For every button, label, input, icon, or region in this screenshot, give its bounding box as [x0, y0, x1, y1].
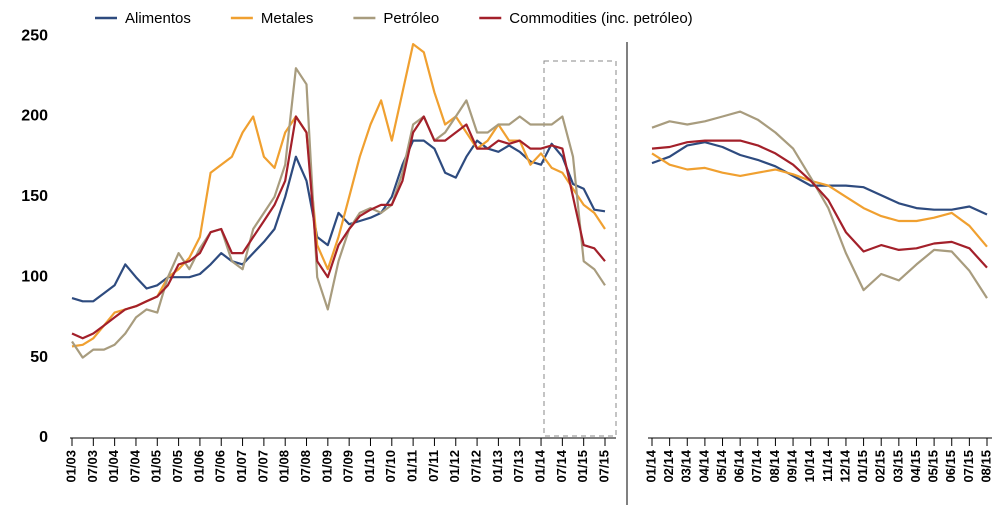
legend-label: Commodities (inc. petróleo)	[509, 10, 692, 27]
x-tick-label: 07/12	[469, 450, 484, 483]
x-tick-label: 07/07	[255, 450, 270, 483]
x-tick-label: 01/05	[149, 450, 164, 483]
x-tick-label: 07/14	[554, 449, 569, 482]
x-tick-label: 09/14	[784, 449, 799, 482]
x-tick-label: 01/15	[855, 450, 870, 483]
x-tick-label: 06/14	[732, 449, 747, 482]
series-line	[651, 152, 988, 248]
x-tick-label: 01/11	[405, 450, 420, 482]
x-tick-label: 02/15	[873, 450, 888, 483]
x-tick-label: 01/10	[362, 450, 377, 483]
x-tick-label: 05/14	[714, 449, 729, 482]
y-tick-label: 0	[39, 429, 48, 446]
x-tick-label: 07/14	[749, 449, 764, 482]
x-tick-label: 11/14	[820, 449, 835, 482]
x-tick-label: 12/14	[837, 449, 852, 482]
series-line	[651, 139, 988, 269]
x-tick-label: 07/08	[298, 450, 313, 483]
x-tick-label: 05/15	[926, 450, 941, 483]
x-tick-label: 01/06	[191, 450, 206, 483]
y-tick-label: 150	[21, 188, 48, 205]
x-tick-label: 01/15	[575, 450, 590, 483]
x-tick-label: 07/15	[596, 450, 611, 483]
x-tick-label: 01/08	[277, 450, 292, 483]
legend-label: Petróleo	[383, 10, 439, 27]
y-tick-label: 100	[21, 268, 48, 285]
series-line	[71, 67, 606, 359]
series-line	[71, 115, 606, 340]
x-tick-label: 07/04	[127, 449, 142, 482]
x-tick-label: 07/09	[341, 450, 356, 483]
x-tick-label: 07/06	[213, 450, 228, 483]
series-line	[651, 141, 988, 216]
legend-label: Metales	[261, 10, 314, 27]
x-tick-label: 08/15	[978, 450, 993, 483]
series-line	[71, 139, 606, 303]
x-tick-label: 01/14	[643, 449, 658, 482]
x-tick-label: 10/14	[802, 449, 817, 482]
x-tick-label: 01/04	[106, 449, 121, 482]
legend-label: Alimentos	[125, 10, 191, 27]
x-tick-label: 06/15	[943, 450, 958, 483]
x-tick-label: 07/15	[961, 450, 976, 483]
x-tick-label: 07/05	[170, 450, 185, 483]
y-tick-label: 250	[21, 27, 48, 44]
y-tick-label: 200	[21, 108, 48, 125]
highlight-box	[543, 60, 617, 437]
x-tick-label: 03/14	[679, 449, 694, 482]
x-tick-label: 07/03	[85, 450, 100, 483]
x-tick-label: 07/13	[511, 450, 526, 483]
x-tick-label: 01/14	[532, 449, 547, 482]
x-tick-label: 08/14	[767, 449, 782, 482]
series-line	[71, 43, 606, 348]
x-tick-label: 01/07	[234, 450, 249, 483]
x-tick-label: 04/14	[696, 449, 711, 482]
x-tick-label: 07/11	[426, 450, 441, 482]
x-tick-label: 01/13	[490, 450, 505, 483]
x-tick-label: 01/09	[319, 450, 334, 483]
x-tick-label: 03/15	[890, 450, 905, 483]
series-line	[651, 110, 988, 299]
x-tick-label: 07/10	[383, 450, 398, 483]
x-tick-label: 01/12	[447, 450, 462, 483]
x-tick-label: 02/14	[661, 449, 676, 482]
x-tick-label: 04/15	[908, 450, 923, 483]
x-tick-label: 01/03	[63, 450, 78, 483]
y-tick-label: 50	[30, 349, 48, 366]
